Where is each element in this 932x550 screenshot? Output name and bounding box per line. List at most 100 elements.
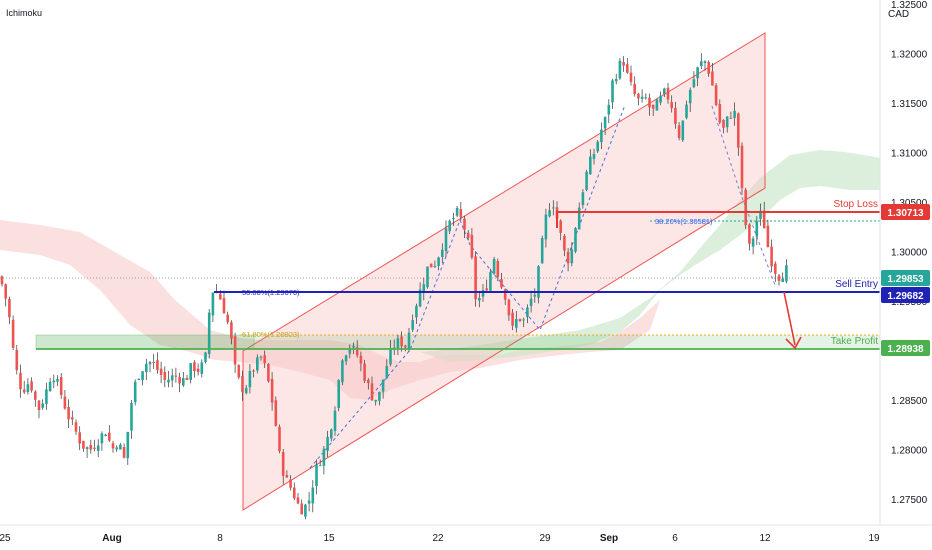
candle-bullish (318, 465, 322, 467)
candle-bearish (285, 475, 289, 478)
time-tick-label: 25 (0, 533, 11, 544)
candle-bullish (570, 249, 574, 264)
candle-bullish (614, 78, 618, 82)
candle-bearish (156, 360, 159, 370)
candle-bullish (663, 88, 666, 95)
candle-bullish (137, 378, 141, 380)
price-tick-label: 1.28000 (891, 446, 928, 457)
plot-area[interactable] (0, 0, 880, 525)
candle-bearish (22, 389, 26, 393)
candle-bearish (359, 355, 363, 364)
candle-bullish (104, 434, 107, 437)
candle-bearish (178, 376, 181, 384)
candle-bullish (733, 110, 736, 118)
candle-bearish (226, 314, 229, 323)
ichimoku-cloud-bullish (420, 150, 880, 362)
candle-bearish (714, 85, 718, 105)
time-tick-label: 22 (432, 533, 444, 544)
candle-bearish (718, 104, 722, 123)
indicator-label[interactable]: Ichimoku (6, 8, 42, 18)
candle-bullish (100, 433, 104, 444)
candle-bullish (585, 171, 588, 190)
candle-bearish (296, 497, 300, 504)
zigzag-line-2 (711, 105, 776, 286)
candle-bullish (529, 298, 533, 307)
candle-bullish (444, 228, 448, 251)
candle-bearish (196, 368, 200, 372)
candle-bearish (722, 119, 725, 128)
candle-bearish (34, 391, 37, 400)
candle-bullish (577, 207, 581, 230)
candle-bullish (537, 266, 540, 298)
candle-bullish (540, 238, 544, 264)
candle-bullish (85, 447, 89, 450)
candle-bearish (470, 234, 474, 258)
candle-bearish (777, 275, 781, 282)
candle-bullish (481, 290, 485, 297)
candle-bullish (411, 320, 414, 330)
candle-bullish (692, 79, 696, 88)
candle-bullish (574, 228, 577, 252)
candle-bearish (174, 375, 178, 377)
candle-bullish (644, 97, 648, 99)
stop-loss-badge-value: 1.30713 (887, 208, 924, 219)
time-tick-label: Aug (102, 533, 121, 544)
candle-bullish (426, 266, 429, 288)
last-price-badge-value: 1.29853 (887, 274, 924, 285)
stop-loss-badge (881, 204, 930, 220)
time-tick-label: 15 (323, 533, 335, 544)
candle-bullish (589, 156, 592, 175)
take-profit-zone-left (35, 334, 255, 350)
candle-bullish (452, 218, 455, 220)
candle-bullish (45, 389, 48, 405)
sell-entry-badge (881, 287, 930, 303)
price-axis[interactable] (880, 0, 932, 525)
price-tick-label: 1.31500 (891, 99, 928, 110)
fib-382-label: 38.20%(1.30581) (655, 217, 713, 226)
candle-bearish (740, 145, 744, 189)
candle-bearish (518, 319, 522, 321)
candle-bullish (115, 447, 118, 450)
time-tick-label: 6 (672, 533, 678, 544)
candle-bearish (293, 487, 296, 499)
candle-bearish (252, 370, 255, 372)
candle-bearish (559, 220, 562, 233)
candle-bullish (688, 89, 692, 104)
candle-bullish (700, 61, 703, 67)
candle-bullish (204, 352, 207, 363)
candle-bullish (433, 265, 437, 267)
candle-bullish (389, 348, 392, 365)
candle-bullish (52, 380, 56, 383)
time-axis-ticks: 25 Aug 8 15 22 29 Sep 6 12 19 (0, 533, 880, 544)
candle-bullish (200, 362, 204, 374)
candle-bullish (596, 141, 599, 152)
candle-bearish (74, 422, 78, 432)
time-tick-label: 29 (539, 533, 551, 544)
candle-bullish (119, 444, 122, 450)
candle-bullish (448, 220, 451, 232)
price-tick-label: 1.32500 (891, 0, 928, 11)
candle-bearish (93, 447, 96, 449)
stop-loss-label: Stop Loss (834, 199, 878, 210)
candle-bearish (744, 189, 747, 226)
candle-bullish (259, 356, 263, 358)
candle-bearish (674, 107, 677, 124)
candle-bullish (330, 429, 333, 439)
candle-bearish (677, 125, 681, 138)
candle-bullish (381, 379, 385, 392)
candle-bearish (89, 444, 93, 450)
candle-bearish (762, 210, 766, 229)
candle-bullish (322, 448, 326, 466)
last-price-badge (881, 270, 930, 286)
candle-bearish (4, 284, 7, 299)
candle-bearish (507, 299, 511, 316)
candle-bullish (478, 298, 481, 301)
candle-bullish (304, 504, 307, 517)
candle-bearish (185, 377, 189, 381)
time-axis[interactable] (0, 525, 932, 550)
candle-bearish (459, 209, 463, 218)
candle-bullish (141, 371, 144, 381)
candle-bearish (748, 224, 751, 244)
candle-bullish (352, 345, 355, 348)
